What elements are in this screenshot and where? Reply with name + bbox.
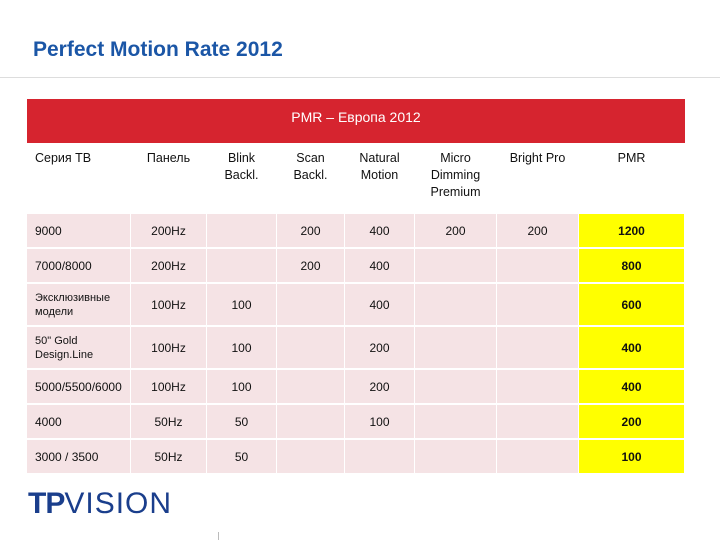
series-cell: 4000 bbox=[27, 405, 131, 440]
table-cell: 100 bbox=[207, 327, 277, 370]
table-cell bbox=[497, 370, 579, 405]
table-row: 3000 / 3500 50Hz 50 100 bbox=[27, 440, 685, 475]
series-cell: 7000/8000 bbox=[27, 249, 131, 284]
pmr-value-cell: 200 bbox=[579, 405, 685, 440]
table-cell bbox=[277, 327, 345, 370]
table-cell bbox=[207, 214, 277, 249]
table-cell bbox=[497, 249, 579, 284]
table-cell: 200 bbox=[277, 214, 345, 249]
header-cell: Bright Pro bbox=[497, 144, 579, 214]
table-row: 9000 200Hz 200 400 200 200 1200 bbox=[27, 214, 685, 249]
table-cell: 50 bbox=[207, 440, 277, 475]
pmr-value-cell: 400 bbox=[579, 370, 685, 405]
table-cell bbox=[207, 249, 277, 284]
table-cell bbox=[497, 284, 579, 327]
table-row: 50" Gold Design.Line 100Hz 100 200 400 bbox=[27, 327, 685, 370]
header-cell: PMR bbox=[579, 144, 685, 214]
footer-tick bbox=[218, 532, 219, 540]
series-cell: 9000 bbox=[27, 214, 131, 249]
table-cell: 400 bbox=[345, 284, 415, 327]
table-cell bbox=[415, 370, 497, 405]
table-cell: 100Hz bbox=[131, 370, 207, 405]
table-cell bbox=[497, 440, 579, 475]
table-cell: 400 bbox=[345, 214, 415, 249]
pmr-value-cell: 1200 bbox=[579, 214, 685, 249]
header-cell: Панель bbox=[131, 144, 207, 214]
table-cell: 100 bbox=[207, 284, 277, 327]
header-cell: Natural Motion bbox=[345, 144, 415, 214]
table-cell: 400 bbox=[345, 249, 415, 284]
pmr-value-cell: 800 bbox=[579, 249, 685, 284]
logo-text-vision: VISION bbox=[64, 487, 173, 520]
table-cell bbox=[277, 440, 345, 475]
table-cell bbox=[277, 370, 345, 405]
table-row: 4000 50Hz 50 100 200 bbox=[27, 405, 685, 440]
series-cell: 3000 / 3500 bbox=[27, 440, 131, 475]
header-cell: Blink Backl. bbox=[207, 144, 277, 214]
pmr-table: Серия ТВ Панель Blink Backl. Scan Backl.… bbox=[27, 144, 685, 475]
page-title: Perfect Motion Rate 2012 bbox=[33, 38, 283, 61]
table-cell: 200 bbox=[415, 214, 497, 249]
table-cell bbox=[345, 440, 415, 475]
table-cell: 200 bbox=[345, 327, 415, 370]
table-cell bbox=[497, 405, 579, 440]
table-cell: 100Hz bbox=[131, 327, 207, 370]
table-cell bbox=[415, 284, 497, 327]
series-cell: 5000/5500/6000 bbox=[27, 370, 131, 405]
table-banner: PMR – Европа 2012 bbox=[27, 99, 685, 143]
table-cell bbox=[415, 327, 497, 370]
table-cell bbox=[415, 405, 497, 440]
logo-text-tp: TP bbox=[28, 487, 65, 520]
series-cell: Эксклюзивные модели bbox=[27, 284, 131, 327]
table-cell bbox=[415, 440, 497, 475]
pmr-value-cell: 100 bbox=[579, 440, 685, 475]
table-cell: 100Hz bbox=[131, 284, 207, 327]
table-cell bbox=[277, 284, 345, 327]
table-cell: 200 bbox=[277, 249, 345, 284]
pmr-value-cell: 600 bbox=[579, 284, 685, 327]
table-cell: 100 bbox=[345, 405, 415, 440]
series-cell: 50" Gold Design.Line bbox=[27, 327, 131, 370]
table-cell: 50Hz bbox=[131, 440, 207, 475]
table-cell bbox=[415, 249, 497, 284]
table-row: Эксклюзивные модели 100Hz 100 400 600 bbox=[27, 284, 685, 327]
table-cell: 200Hz bbox=[131, 249, 207, 284]
table-cell: 100 bbox=[207, 370, 277, 405]
header-cell: Scan Backl. bbox=[277, 144, 345, 214]
table-cell bbox=[497, 327, 579, 370]
header-cell: Micro Dimming Premium bbox=[415, 144, 497, 214]
table-cell: 200 bbox=[497, 214, 579, 249]
table-row: 5000/5500/6000 100Hz 100 200 400 bbox=[27, 370, 685, 405]
table-row: 7000/8000 200Hz 200 400 800 bbox=[27, 249, 685, 284]
title-divider bbox=[0, 77, 720, 78]
pmr-value-cell: 400 bbox=[579, 327, 685, 370]
table-header-row: Серия ТВ Панель Blink Backl. Scan Backl.… bbox=[27, 144, 685, 214]
tpvision-logo: TP VISION bbox=[28, 487, 172, 521]
table-cell: 50Hz bbox=[131, 405, 207, 440]
header-cell: Серия ТВ bbox=[27, 144, 131, 214]
table-cell: 200 bbox=[345, 370, 415, 405]
table-cell bbox=[277, 405, 345, 440]
table-cell: 50 bbox=[207, 405, 277, 440]
table-cell: 200Hz bbox=[131, 214, 207, 249]
table-body: Серия ТВ Панель Blink Backl. Scan Backl.… bbox=[27, 144, 685, 475]
